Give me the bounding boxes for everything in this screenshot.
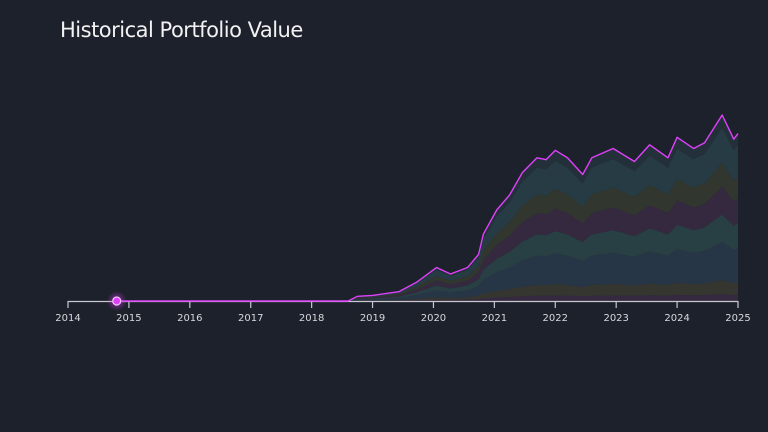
x-axis: 2014 2015 2016 2017 2018 2019 2020 2021 2022 2023… bbox=[55, 300, 751, 324]
x-tick-label: 2016 bbox=[177, 313, 202, 324]
total-line-group bbox=[106, 114, 739, 311]
x-tick-label: 2025 bbox=[725, 313, 750, 324]
x-tick-label: 2014 bbox=[55, 313, 80, 324]
x-tick-label: 2015 bbox=[116, 313, 141, 324]
x-tick-label: 2020 bbox=[421, 313, 446, 324]
stacked-areas bbox=[116, 115, 738, 301]
area-layer-1 bbox=[116, 294, 738, 301]
x-tick-label: 2022 bbox=[543, 313, 568, 324]
start-marker[interactable] bbox=[112, 296, 122, 306]
x-tick-label: 2019 bbox=[360, 313, 385, 324]
area-layer-3 bbox=[116, 242, 738, 301]
area-layer-2 bbox=[116, 280, 738, 301]
x-tick-label: 2018 bbox=[299, 313, 324, 324]
x-tick-label: 2021 bbox=[482, 313, 507, 324]
total-value-line bbox=[116, 114, 739, 302]
x-tick-label: 2017 bbox=[238, 313, 263, 324]
chart-title: Historical Portfolio Value bbox=[60, 18, 303, 42]
x-tick-label: 2023 bbox=[603, 313, 628, 324]
x-tick-label: 2024 bbox=[664, 313, 689, 324]
